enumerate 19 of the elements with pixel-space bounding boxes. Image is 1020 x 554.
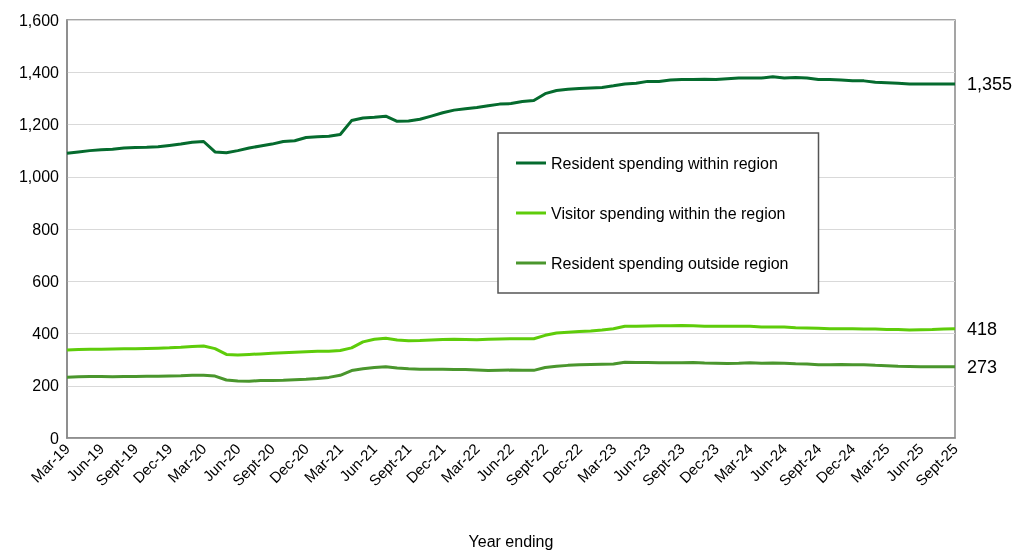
legend-label: Visitor spending within the region xyxy=(551,204,786,222)
y-tick-label: 600 xyxy=(32,272,60,290)
y-tick-label: 0 xyxy=(50,429,60,447)
legend-label: Resident spending within region xyxy=(551,154,778,172)
y-tick-label: 400 xyxy=(32,325,60,342)
legend-label: Resident spending outside region xyxy=(551,254,789,272)
y-tick-label: 800 xyxy=(32,220,60,238)
line-series xyxy=(65,75,957,155)
y-tick-label: 1,400 xyxy=(18,63,60,81)
x-axis-title: Year ending xyxy=(468,532,554,550)
line-series xyxy=(65,360,957,383)
y-tick-label: 1,600 xyxy=(18,11,60,29)
line-series xyxy=(65,323,957,357)
data-label: 273 xyxy=(967,356,998,377)
data-label: 418 xyxy=(967,318,998,339)
y-tick-label: 1,200 xyxy=(18,116,60,133)
data-label: 1,355 xyxy=(967,74,1013,95)
y-tick-label: 1,000 xyxy=(18,168,60,186)
y-tick-label: 200 xyxy=(32,377,60,395)
